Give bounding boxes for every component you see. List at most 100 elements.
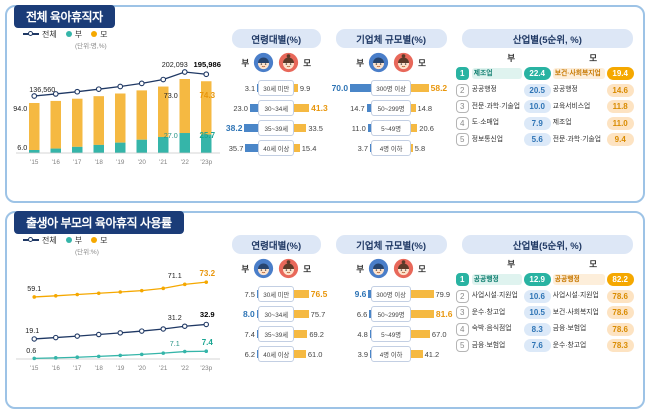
father-icon xyxy=(368,258,389,279)
father-industry-value: 5.6 xyxy=(523,133,551,146)
father-industry-value: 10.5 xyxy=(523,306,551,319)
father-bar xyxy=(367,124,372,132)
chart-legend: 전체 부 모 xyxy=(13,28,223,40)
rank-badge: 4 xyxy=(455,116,469,130)
svg-text:0.6: 0.6 xyxy=(26,346,36,355)
industry-column-headers: 부 모 xyxy=(456,258,639,270)
mother-industry: 교육서비스업 xyxy=(552,102,591,110)
father-industry: 공공행정 xyxy=(471,274,522,285)
father-value: 70.0 xyxy=(331,83,349,93)
legend-mother-label: 모 xyxy=(100,29,108,39)
father-label: 부 xyxy=(241,57,250,68)
svg-text:7.1: 7.1 xyxy=(170,339,180,348)
svg-text:'15: '15 xyxy=(30,159,39,166)
bar-row: 8.0 30~34세 75.7 xyxy=(226,304,327,324)
svg-text:'22: '22 xyxy=(181,159,190,166)
rank-badge: 2 xyxy=(455,83,469,97)
panel-total-leave: 전체 육아휴직자 전체 부 모 (단위:명,%) '15 '16 '17 '18 '19… xyxy=(5,5,645,203)
father-value: 11.0 xyxy=(351,123,366,133)
bar-row: 35.7 40세 이상 15.4 xyxy=(226,138,327,158)
father-bar xyxy=(245,144,259,152)
mother-bar xyxy=(411,104,416,112)
mother-bar xyxy=(294,84,298,92)
parent-icons: 부 모 xyxy=(330,258,453,279)
svg-text:59.1: 59.1 xyxy=(27,284,41,293)
total-leave-trend-chart: 전체 부 모 (단위:명,%) '15 '16 '17 '18 '19 '20 '21 '22… xyxy=(13,28,223,173)
svg-text:'16: '16 xyxy=(52,159,61,166)
father-label: 부 xyxy=(241,263,250,274)
mother-industry-value: 19.4 xyxy=(606,67,634,80)
father-bar xyxy=(257,350,259,358)
rank-badge: 1 xyxy=(455,67,469,80)
mother-dot-icon xyxy=(91,237,98,243)
category-label: 30세 미만 xyxy=(258,80,295,96)
svg-text:'18: '18 xyxy=(95,159,104,166)
father-bar xyxy=(350,84,372,92)
father-bar xyxy=(249,104,259,112)
father-value: 6.6 xyxy=(356,309,368,319)
mother-icon xyxy=(393,52,414,73)
industry-row: 3 운수·창고업 10.5 보건·사회복지업 78.6 xyxy=(455,306,639,319)
father-value: 14.7 xyxy=(350,103,365,113)
father-value: 4.8 xyxy=(357,329,368,339)
svg-text:71.1: 71.1 xyxy=(168,271,182,280)
mother-value: 33.5 xyxy=(308,123,323,133)
svg-text:19.1: 19.1 xyxy=(25,326,39,335)
father-bar xyxy=(244,124,259,132)
svg-text:'17: '17 xyxy=(73,159,82,166)
usage-rate-trend-chart: 전체 부 모 (단위:%) '15 '16 '17 '18 '19 '20 '21 '22 '2… xyxy=(13,234,223,379)
svg-text:27.0: 27.0 xyxy=(164,131,178,140)
svg-text:'22: '22 xyxy=(181,365,190,372)
svg-text:'19: '19 xyxy=(116,159,125,166)
mother-value: 61.0 xyxy=(307,349,323,359)
mother-industry-value: 9.4 xyxy=(606,133,634,146)
svg-text:31.2: 31.2 xyxy=(168,313,182,322)
svg-text:73.2: 73.2 xyxy=(199,269,215,278)
svg-text:'20: '20 xyxy=(138,159,147,166)
industry-row: 1 제조업 22.4 보건·사회복지업 19.4 xyxy=(455,67,639,80)
chart-legend: 전체 부 모 xyxy=(13,234,223,246)
industry-column-headers: 부 모 xyxy=(456,52,639,64)
svg-text:'20: '20 xyxy=(138,365,147,372)
bar-row: 6.6 50~299명 81.6 xyxy=(330,304,453,324)
father-dot-icon xyxy=(65,237,72,243)
industry-row: 2 공공행정 20.5 공공행정 14.6 xyxy=(455,83,639,97)
mother-bar xyxy=(294,144,300,152)
mother-bar xyxy=(411,144,413,152)
mother-industry-value: 78.3 xyxy=(606,339,634,352)
unit-label: (단위:%) xyxy=(75,249,99,256)
svg-text:'17: '17 xyxy=(73,365,82,372)
bar-row: 9.6 300명 이상 79.9 xyxy=(330,284,453,304)
age-breakdown-top: 연령대별(%) 부 모 3.1 30세 미만 9.9 23.0 30~34세 4… xyxy=(226,28,328,173)
industry-breakdown-top: 산업별(5순위, %) 부 모 1 제조업 22.4 보건·사회복지업 19.4… xyxy=(455,28,639,173)
mother-industry: 공공행정 xyxy=(552,274,605,285)
father-label: 부 xyxy=(356,57,365,68)
father-bar xyxy=(257,84,259,92)
mother-bar xyxy=(294,290,309,298)
father-bar xyxy=(368,290,372,298)
stacked-bar-line-chart: '15 '16 '17 '18 '19 '20 '21 '22 '23p 136,560 202,0… xyxy=(13,60,221,166)
father-column-header: 부 xyxy=(507,259,516,269)
company-size-breakdown-bottom: 기업체 규모별(%) 부 모 9.6 300명 이상 79.9 6.6 50~2… xyxy=(330,234,453,379)
industry-row: 4 숙박·음식점업 8.3 금융·보험업 78.6 xyxy=(455,322,639,336)
mother-value: 9.9 xyxy=(299,83,311,93)
mother-bar xyxy=(294,310,309,318)
mother-industry: 전문·과학·기술업 xyxy=(552,135,602,143)
mother-industry-value: 82.2 xyxy=(606,273,634,286)
legend-total-label: 전체 xyxy=(42,235,57,245)
parent-icons: 부 모 xyxy=(226,52,327,73)
rank-badge: 2 xyxy=(455,289,469,303)
father-value: 35.7 xyxy=(228,143,244,153)
svg-text:202,093: 202,093 xyxy=(162,60,188,69)
father-value: 6.2 xyxy=(244,349,256,359)
father-bar xyxy=(366,104,372,112)
age-breakdown-bottom: 연령대별(%) 부 모 7.5 30세 미만 76.5 8.0 30~34세 7… xyxy=(226,234,327,379)
category-label: 30세 미만 xyxy=(258,286,295,302)
mother-icon xyxy=(393,258,414,279)
bar-row: 7.5 30세 미만 76.5 xyxy=(226,284,327,304)
mother-value: 41.2 xyxy=(424,349,440,359)
father-bar xyxy=(370,144,372,152)
industry-breakdown-bottom: 산업별(5순위, %) 부 모 1 공공행정 12.9 공공행정 82.2 2 … xyxy=(455,234,639,379)
mother-industry: 보건·사회복지업 xyxy=(552,68,605,79)
svg-text:136,560: 136,560 xyxy=(29,85,55,94)
